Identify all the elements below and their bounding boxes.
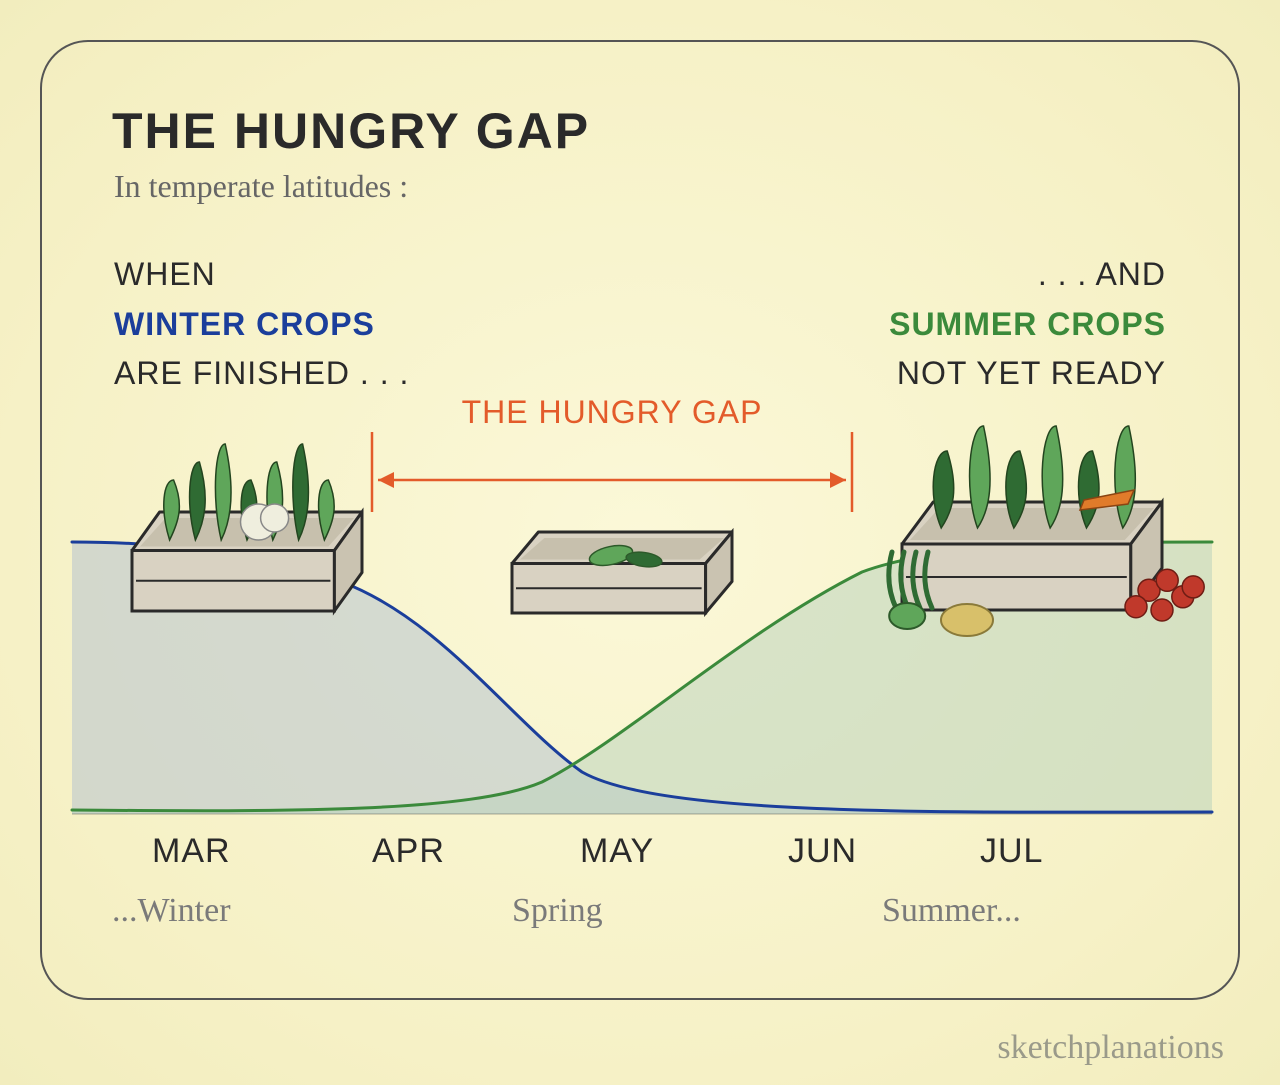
month-label: MAR — [152, 832, 231, 871]
season-label: ...Winter — [112, 892, 231, 930]
month-label: JUL — [980, 832, 1043, 871]
panel-frame: THE HUNGRY GAP In temperate latitudes : … — [40, 40, 1240, 1000]
page: THE HUNGRY GAP In temperate latitudes : … — [0, 0, 1280, 1085]
crate-winter-icon — [132, 444, 362, 611]
crate-summer-icon — [889, 426, 1204, 636]
season-label: Summer... — [882, 892, 1021, 930]
attribution: sketchplanations — [997, 1029, 1224, 1067]
crate-empty-icon — [512, 532, 732, 613]
month-label: MAY — [580, 832, 654, 871]
month-label: APR — [372, 832, 445, 871]
season-label: Spring — [512, 892, 603, 930]
month-label: JUN — [788, 832, 857, 871]
